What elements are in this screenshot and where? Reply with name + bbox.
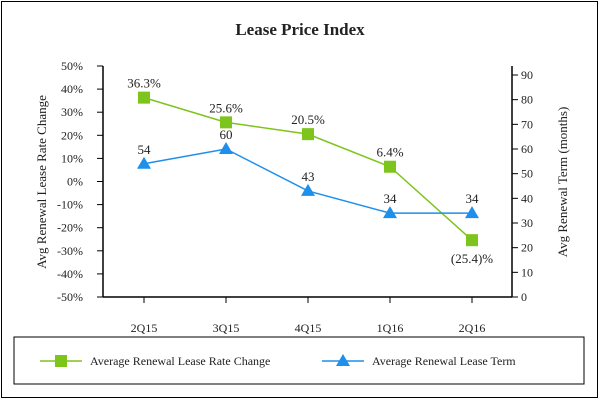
data-label: 60 bbox=[220, 127, 233, 142]
left-tick-label: 10% bbox=[61, 151, 83, 165]
legend-box bbox=[13, 336, 585, 385]
right-tick-label: 10 bbox=[521, 265, 533, 279]
x-tick-label: 2Q16 bbox=[459, 321, 486, 335]
x-tick-label: 4Q15 bbox=[295, 321, 322, 335]
square-marker bbox=[466, 234, 478, 247]
right-tick-label: 70 bbox=[521, 117, 533, 131]
data-label: 34 bbox=[466, 191, 480, 206]
x-tick-label: 1Q16 bbox=[377, 321, 404, 335]
data-label: 34 bbox=[384, 191, 398, 206]
data-label: 54 bbox=[138, 142, 152, 157]
legend-square-marker bbox=[55, 355, 67, 367]
triangle-marker bbox=[301, 183, 315, 196]
right-tick-label: 0 bbox=[521, 290, 527, 304]
legend-label: Average Renewal Lease Rate Change bbox=[90, 354, 270, 368]
legend-triangle-marker bbox=[336, 354, 350, 366]
square-marker bbox=[302, 128, 314, 141]
chart-title: Lease Price Index bbox=[235, 20, 365, 39]
data-label: 25.6% bbox=[209, 100, 243, 115]
triangle-marker bbox=[137, 156, 151, 169]
left-tick-label: -50% bbox=[57, 290, 83, 304]
x-tick-label: 3Q15 bbox=[213, 321, 240, 335]
data-label: 36.3% bbox=[127, 76, 161, 91]
legend: Average Renewal Lease Rate Change Average… bbox=[40, 354, 516, 368]
triangle-marker bbox=[383, 206, 397, 219]
triangle-marker bbox=[465, 206, 479, 219]
left-tick-label: 50% bbox=[61, 59, 83, 73]
data-label: 20.5% bbox=[291, 112, 325, 127]
data-label: 6.4% bbox=[376, 145, 403, 160]
data-label: 43 bbox=[302, 169, 315, 184]
left-tick-label: -30% bbox=[57, 244, 83, 258]
right-tick-label: 90 bbox=[521, 68, 533, 82]
data-label: (25.4)% bbox=[451, 251, 493, 266]
triangle-marker bbox=[219, 142, 233, 154]
right-tick-label: 80 bbox=[521, 93, 533, 107]
right-tick-label: 30 bbox=[521, 216, 533, 230]
left-tick-label: 40% bbox=[61, 82, 83, 96]
left-axis-label: Avg Renewal Lease Rate Change bbox=[34, 95, 49, 269]
right-tick-label: 50 bbox=[521, 167, 533, 181]
right-axis-label: Avg Renewal Term (months) bbox=[555, 107, 570, 258]
left-tick-label: -40% bbox=[57, 267, 83, 281]
right-tick-label: 60 bbox=[521, 142, 533, 156]
left-tick-label: 20% bbox=[61, 128, 83, 142]
left-tick-label: 30% bbox=[61, 105, 83, 119]
square-marker bbox=[138, 91, 150, 104]
left-tick-label: 0% bbox=[67, 175, 83, 189]
right-tick-label: 20 bbox=[521, 241, 533, 255]
left-tick-label: -20% bbox=[57, 221, 83, 235]
legend-label: Average Renewal Lease Term bbox=[372, 354, 516, 368]
square-marker bbox=[384, 160, 396, 173]
right-tick-label: 40 bbox=[521, 191, 533, 205]
square-marker bbox=[220, 116, 232, 129]
x-tick-label: 2Q15 bbox=[131, 321, 158, 335]
left-tick-label: -10% bbox=[57, 198, 83, 212]
